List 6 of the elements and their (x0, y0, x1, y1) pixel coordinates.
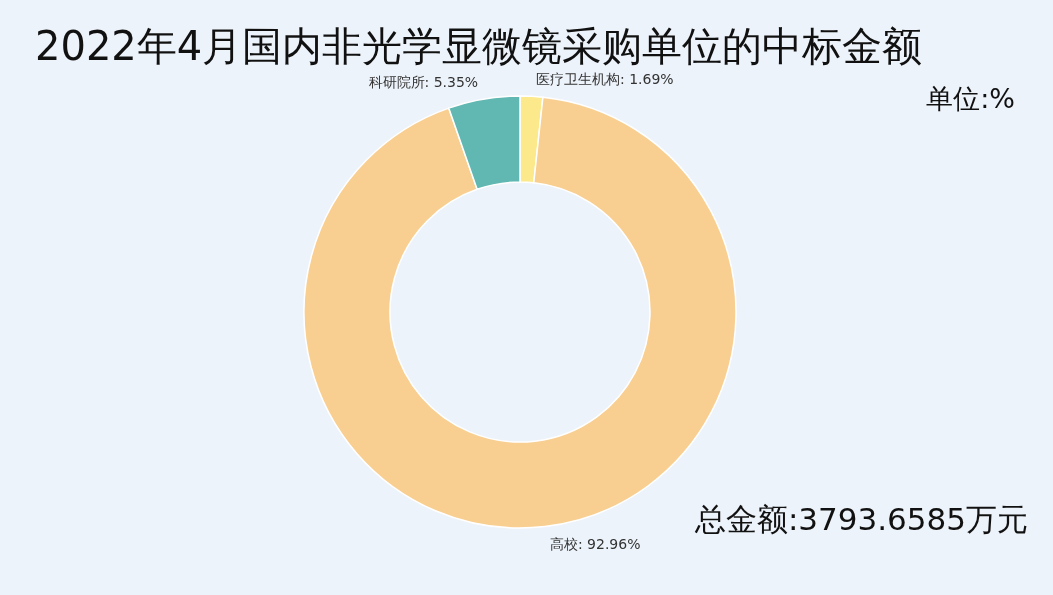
chart-title: 2022年4月国内非光学显微镜采购单位的中标金额 (35, 23, 923, 69)
slice-label: 医疗卫生机构: 1.69% (535, 71, 674, 88)
text: 单位:% (926, 83, 1015, 114)
slice-label: 高校: 92.96% (549, 535, 641, 552)
slice-label: 科研院所: 5.35% (368, 74, 479, 91)
text: 总金额:3793.6585万元 (693, 501, 1028, 537)
